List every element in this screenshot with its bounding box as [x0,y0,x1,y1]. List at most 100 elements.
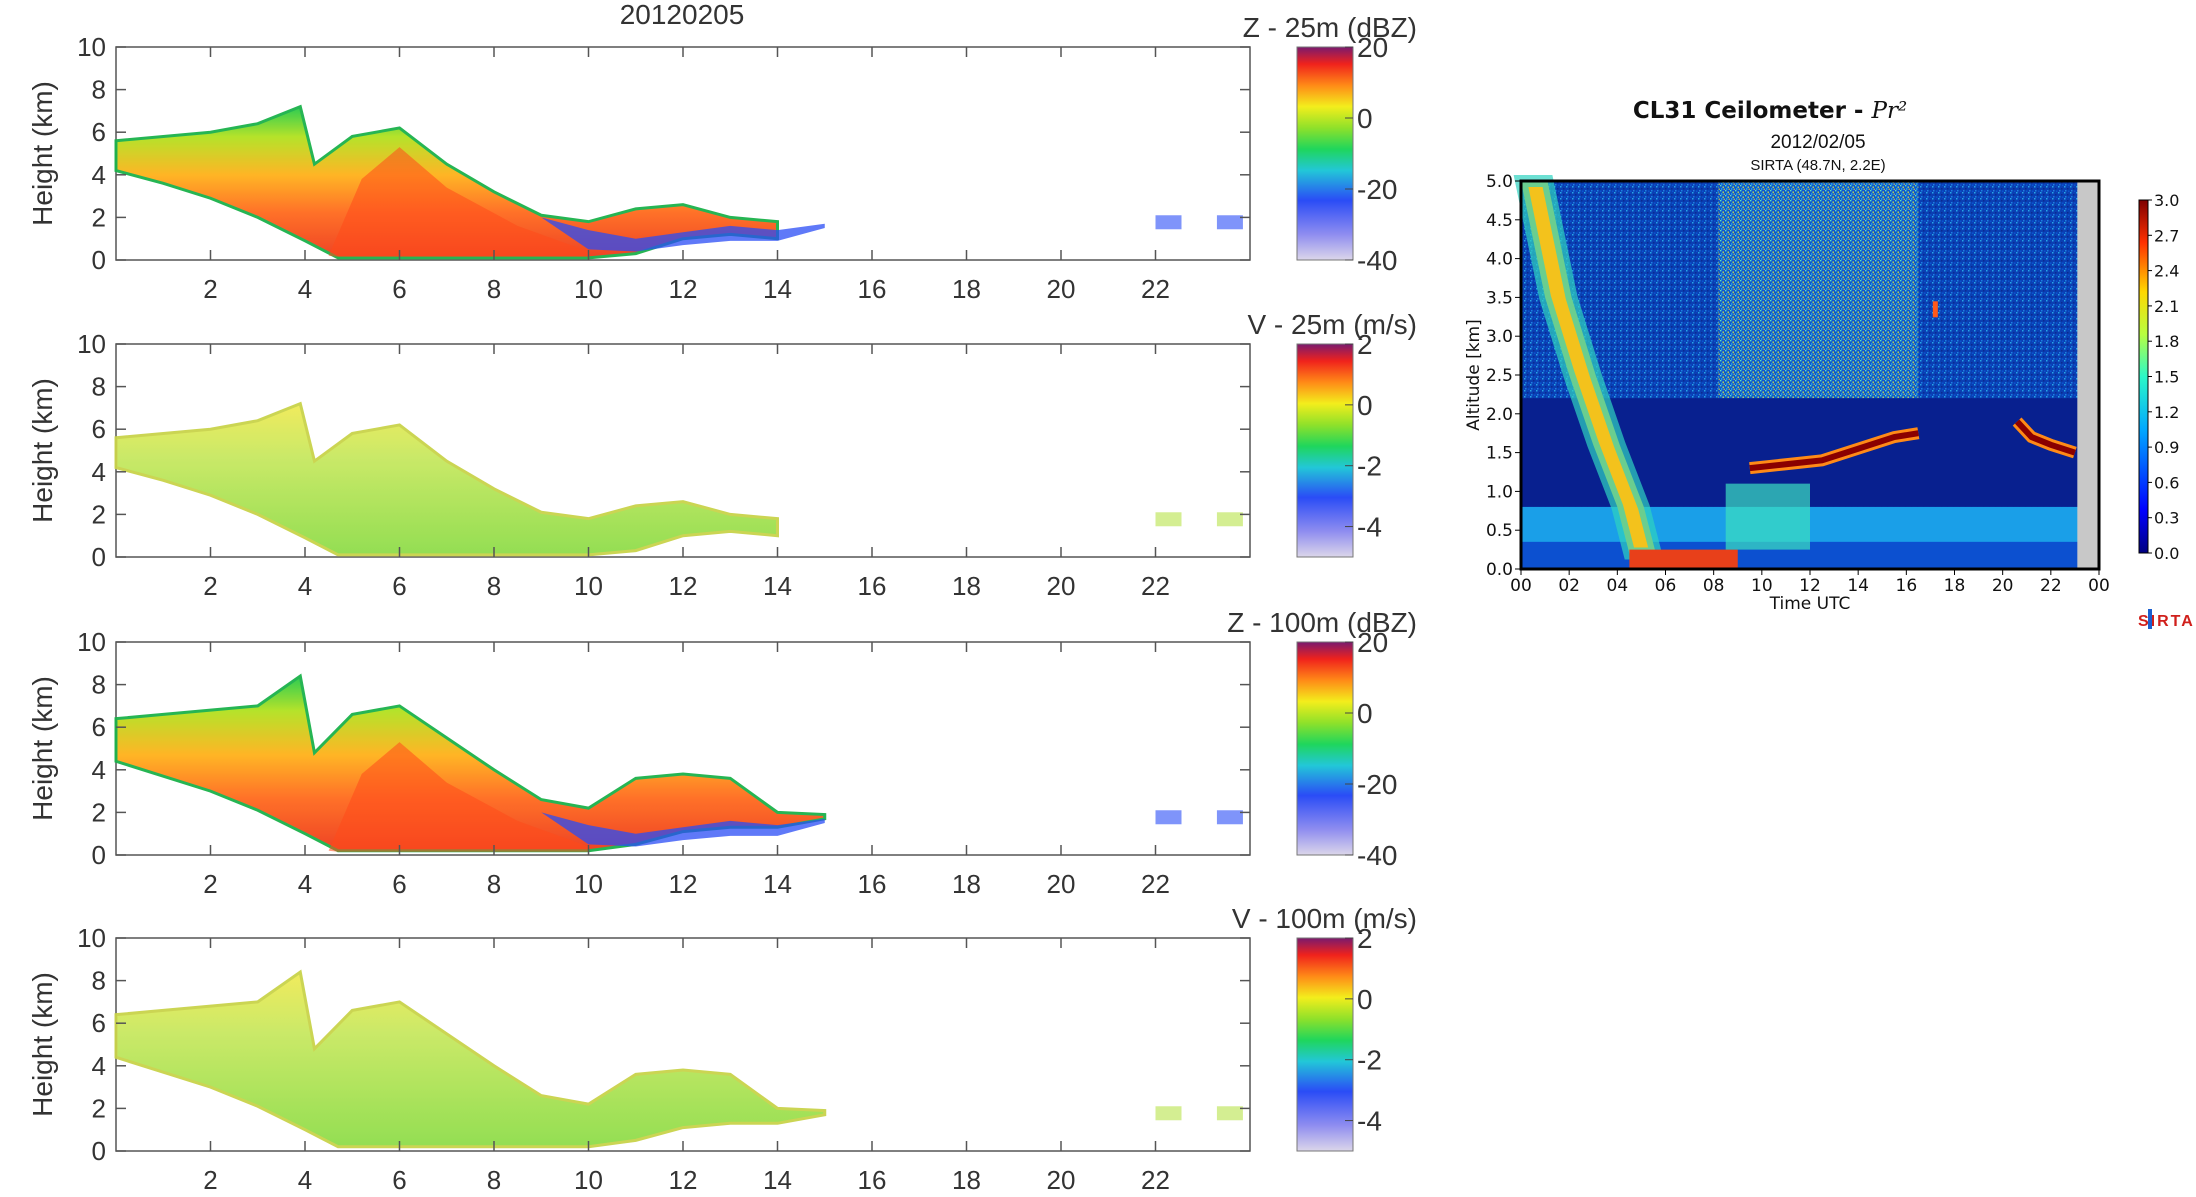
x-tick-label: 8 [487,869,501,899]
colorbar-tick-label: -4 [1357,1106,1382,1137]
radar-panel-1: 0 2 4 6 8 10 2 4 6 8 10 12 14 16 18 20 22 Height (km) Z - … [27,12,1417,304]
y-tick-label: 4 [92,160,106,190]
radar-panel-3: 0 2 4 6 8 10 2 4 6 8 10 12 14 16 18 20 22 Height (km) Z - … [27,607,1417,899]
ceilometer-colorbar-label: 1.2 [2154,403,2179,422]
echo-fragment [1216,215,1243,230]
y-tick-label: 2 [92,797,106,827]
y-tick-label: 8 [92,372,106,402]
colorbar-tick-label: -40 [1357,245,1397,276]
x-tick-label: 18 [952,1165,981,1195]
x-tick-label: 20 [1047,1165,1076,1195]
x-tick-label: 8 [487,1165,501,1195]
sirta-logo-mark [2148,609,2152,629]
ceilometer-colorbar-label: 3.0 [2154,191,2179,210]
ceilometer-colorbar-label: 0.3 [2154,509,2179,528]
ceilometer-x-tick-label: 20 [1992,576,2014,596]
x-tick-label: 6 [392,571,406,601]
ceilometer-date: 2012/02/05 [1770,132,1865,153]
y-tick-label: 4 [92,457,106,487]
echo-fragment [1155,512,1182,527]
ceilometer-precip-ground [1629,549,1738,569]
x-tick-label: 16 [858,869,887,899]
figure-date-title: 20120205 [620,0,745,30]
x-tick-label: 14 [763,274,792,304]
ceilometer-y-tick-label: 1.0 [1486,482,1513,502]
ceilometer-x-tick-label: 22 [2040,576,2062,596]
x-tick-label: 14 [763,1165,792,1195]
ceilometer-x-tick-label: 10 [1751,576,1773,596]
ceilometer-cloud-layer [1749,430,1919,472]
x-tick-label: 10 [574,571,603,601]
ceilometer-x-tick-label: 04 [1607,576,1629,596]
ceilometer-y-tick-label: 2.0 [1486,405,1513,425]
x-tick-label: 2 [203,869,217,899]
x-tick-label: 18 [952,571,981,601]
colorbar-tick-label: -2 [1357,1045,1382,1076]
y-tick-label: 2 [92,202,106,232]
colorbar-tick-label: -20 [1357,769,1397,800]
x-tick-label: 12 [669,571,698,601]
ceilometer-virga [1725,483,1810,550]
y-tick-label: 8 [92,75,106,105]
ceilometer-colorbar-label: 1.8 [2154,332,2179,351]
ceilometer-colorbar-label: 0.6 [2154,473,2179,492]
colorbar-tick-label: 20 [1357,32,1388,63]
ceilometer-colorbar-label: 2.4 [2154,262,2179,281]
ceilometer-missing-data [2077,181,2099,569]
y-axis-label: Height (km) [27,972,58,1117]
x-tick-label: 12 [669,1165,698,1195]
ceilometer-colorbar-label: 2.1 [2154,297,2179,316]
sirta-logo: SIRTA [2138,613,2195,630]
ceilometer-y-tick-label: 0.5 [1486,521,1513,541]
echo-fragment [1155,810,1182,825]
ceilometer-y-tick-label: 1.5 [1486,444,1513,464]
colorbar-tick-label: -4 [1357,512,1382,543]
echo-edge [541,812,825,847]
ceilometer-x-tick-label: 12 [1799,576,1821,596]
colorbar-tick-label: 0 [1357,984,1373,1015]
x-tick-label: 22 [1141,571,1170,601]
y-tick-label: 4 [92,755,106,785]
x-tick-label: 22 [1141,1165,1170,1195]
ceilometer-spike [1932,301,1938,318]
ceilometer-title: CL31 Ceilometer - Pr² [1633,98,1907,124]
ceilometer-x-tick-label: 14 [1847,576,1869,596]
x-tick-label: 22 [1141,274,1170,304]
x-tick-label: 12 [669,869,698,899]
y-axis-label: Height (km) [27,81,58,226]
echo-region [114,969,827,1149]
ceilometer-x-tick-label: 00 [2088,576,2110,596]
x-tick-label: 18 [952,274,981,304]
x-tick-label: 18 [952,869,981,899]
x-tick-label: 10 [574,1165,603,1195]
ceilometer-y-tick-label: 5.0 [1486,172,1513,192]
echo-fragment [1216,512,1243,527]
x-tick-label: 8 [487,274,501,304]
x-tick-label: 14 [763,571,792,601]
ceilometer-y-tick-label: 3.5 [1486,288,1513,308]
x-tick-label: 4 [298,1165,312,1195]
echo-fragment [1216,1106,1243,1121]
x-tick-label: 20 [1047,571,1076,601]
x-tick-label: 20 [1047,274,1076,304]
ceilometer-y-axis-label: Altitude [km] [1464,319,1484,431]
x-tick-label: 6 [392,869,406,899]
y-tick-label: 8 [92,966,106,996]
ceilometer-x-tick-label: 18 [1944,576,1966,596]
ceilometer-colorbar [2138,199,2149,554]
ceilometer-x-tick-label: 08 [1703,576,1725,596]
panel-title: Z - 25m (dBZ) [1243,12,1417,43]
x-tick-label: 4 [298,274,312,304]
echo-fragment [1155,215,1182,230]
y-tick-label: 0 [92,840,106,870]
y-tick-label: 6 [92,1008,106,1038]
y-tick-label: 0 [92,542,106,572]
ceilometer-y-tick-label: 2.5 [1486,366,1513,386]
y-tick-label: 0 [92,245,106,275]
y-axis-label: Height (km) [27,378,58,523]
colorbar-tick-label: 20 [1357,627,1388,658]
colorbar [1296,46,1354,261]
colorbar [1296,343,1354,558]
